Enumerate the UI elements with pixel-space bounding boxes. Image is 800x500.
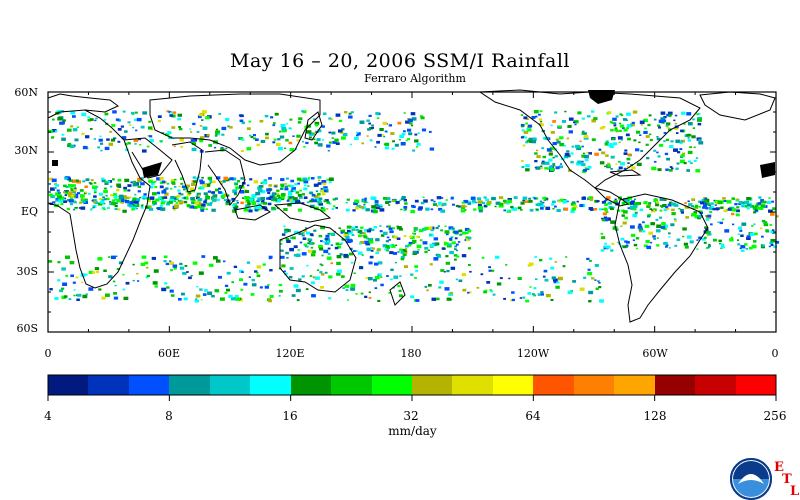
logo-letter-e: E (774, 460, 784, 475)
map-title: May 16 – 20, 2006 SSM/I Rainfall (230, 50, 570, 72)
colorbar-tick-256: 256 (763, 409, 787, 423)
colorbar-segment (331, 375, 372, 395)
colorbar-tick-64: 64 (525, 409, 541, 423)
colorbar-segment (88, 375, 129, 395)
colorbar-tick-4: 4 (44, 409, 52, 423)
colorbar-segment (614, 375, 655, 395)
colorbar-segment (210, 375, 250, 395)
map-ticks (47, 91, 777, 401)
colorbar-segment (452, 375, 493, 395)
logo-letter-l: L (790, 484, 800, 499)
lat-label-eq: EQ (20, 205, 38, 218)
lon-label-0-east: 0 (771, 347, 779, 360)
colorbar-segment (574, 375, 614, 395)
colorbar-segment (250, 375, 291, 395)
lon-label-180: 180 (400, 347, 422, 360)
rainfall-field (48, 110, 780, 303)
colorbar-frame (47, 374, 777, 396)
colorbar-segment (129, 375, 169, 395)
colorbar-unit-label: mm/day (388, 424, 437, 438)
land-features (52, 90, 775, 178)
map-subtitle: Ferraro Algorithm (364, 72, 466, 85)
lat-label-60s: 60S (16, 322, 38, 335)
logo-letter-t: T (782, 472, 792, 487)
noaa-logo-icon (730, 458, 772, 500)
colorbar-segment (412, 375, 452, 395)
lon-label-120e: 120E (275, 347, 305, 360)
colorbar-segment (695, 375, 736, 395)
colorbar-segment (736, 375, 776, 395)
colorbar-tick-128: 128 (643, 409, 667, 423)
colorbar-segment (372, 375, 412, 395)
colorbar-segment (655, 375, 695, 395)
colorbar-tick-32: 32 (403, 409, 419, 423)
lat-label-30s: 30S (16, 265, 38, 278)
colorbar-segment (291, 375, 331, 395)
colorbar-segment (48, 375, 88, 395)
lat-label-60n: 60N (14, 86, 38, 99)
lon-label-120w: 120W (516, 347, 550, 360)
lon-label-60w: 60W (642, 347, 668, 360)
lon-label-60e: 60E (157, 347, 181, 360)
colorbar-segment (169, 375, 210, 395)
lon-label-0: 0 (44, 347, 52, 360)
colorbar (48, 375, 776, 395)
lat-label-30n: 30N (14, 144, 38, 157)
colorbar-segment (493, 375, 533, 395)
colorbar-tick-16: 16 (282, 409, 298, 423)
colorbar-tick-8: 8 (165, 409, 173, 423)
colorbar-segment (533, 375, 574, 395)
coastlines (47, 89, 776, 323)
